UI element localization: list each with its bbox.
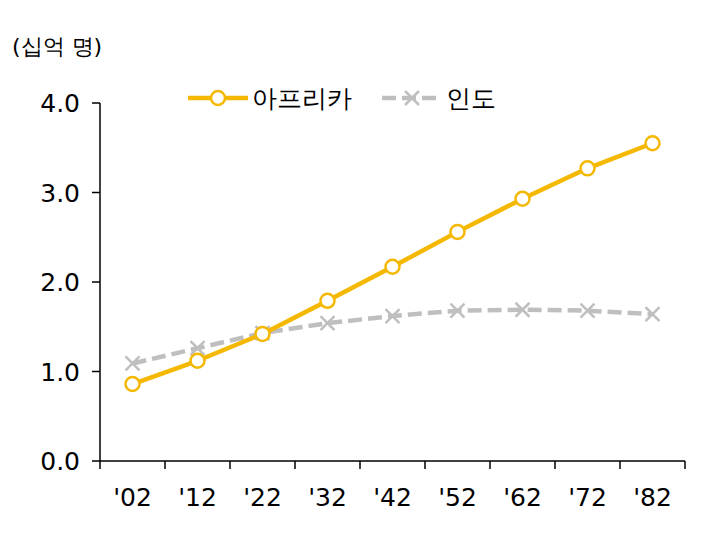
x-tick xyxy=(229,461,231,469)
legend-marker xyxy=(405,91,419,105)
y-tick-label: 2.0 xyxy=(40,268,80,297)
y-tick-label: 0.0 xyxy=(40,447,80,476)
x-tick-label: '72 xyxy=(568,483,607,512)
unit-label: (십억 명) xyxy=(12,34,102,59)
marker xyxy=(516,192,530,206)
y-tick xyxy=(92,371,100,373)
legend-item: 인도 xyxy=(382,84,496,113)
y-tick-label: 3.0 xyxy=(40,179,80,208)
marker xyxy=(516,303,530,317)
marker xyxy=(386,260,400,274)
x-tick xyxy=(619,461,621,469)
marker xyxy=(386,309,400,323)
x-tick-label: '22 xyxy=(243,483,282,512)
x-axis xyxy=(100,460,685,462)
legend-label: 아프리카 xyxy=(252,84,352,113)
marker xyxy=(451,225,465,239)
legend-item: 아프리카 xyxy=(188,84,352,113)
series-line xyxy=(133,143,653,384)
x-tick xyxy=(554,461,556,469)
y-tick xyxy=(92,192,100,194)
x-tick xyxy=(294,461,296,469)
x-tick xyxy=(684,461,686,469)
marker xyxy=(126,356,140,370)
x-tick xyxy=(99,461,101,469)
y-tick xyxy=(92,460,100,462)
y-tick-label: 1.0 xyxy=(40,358,80,387)
marker xyxy=(581,161,595,175)
x-tick-label: '62 xyxy=(503,483,542,512)
chart: (십억 명) 0.0 1.0 2.0 3.0 4.0 '02 '12 '22 '32 '42 '52 '… xyxy=(0,0,724,546)
legend-label: 인도 xyxy=(446,84,496,113)
marker xyxy=(581,304,595,318)
x-tick-label: '12 xyxy=(178,483,217,512)
x-tick-label: '52 xyxy=(438,483,477,512)
x-tick xyxy=(424,461,426,469)
x-tick xyxy=(164,461,166,469)
x-tick-label: '32 xyxy=(308,483,347,512)
y-tick-label: 4.0 xyxy=(40,89,80,118)
x-tick-label: '02 xyxy=(113,483,152,512)
marker xyxy=(451,304,465,318)
marker xyxy=(256,327,270,341)
marker xyxy=(646,307,660,321)
marker xyxy=(646,136,660,150)
plot-area xyxy=(126,136,660,391)
x-tick-label: '42 xyxy=(373,483,412,512)
marker xyxy=(191,354,205,368)
marker xyxy=(321,294,335,308)
x-tick xyxy=(489,461,491,469)
marker xyxy=(321,316,335,330)
y-tick xyxy=(92,102,100,104)
x-tick xyxy=(359,461,361,469)
legend-marker xyxy=(211,91,225,105)
y-tick xyxy=(92,281,100,283)
marker xyxy=(126,377,140,391)
marker xyxy=(256,326,270,340)
x-tick-label: '82 xyxy=(633,483,672,512)
